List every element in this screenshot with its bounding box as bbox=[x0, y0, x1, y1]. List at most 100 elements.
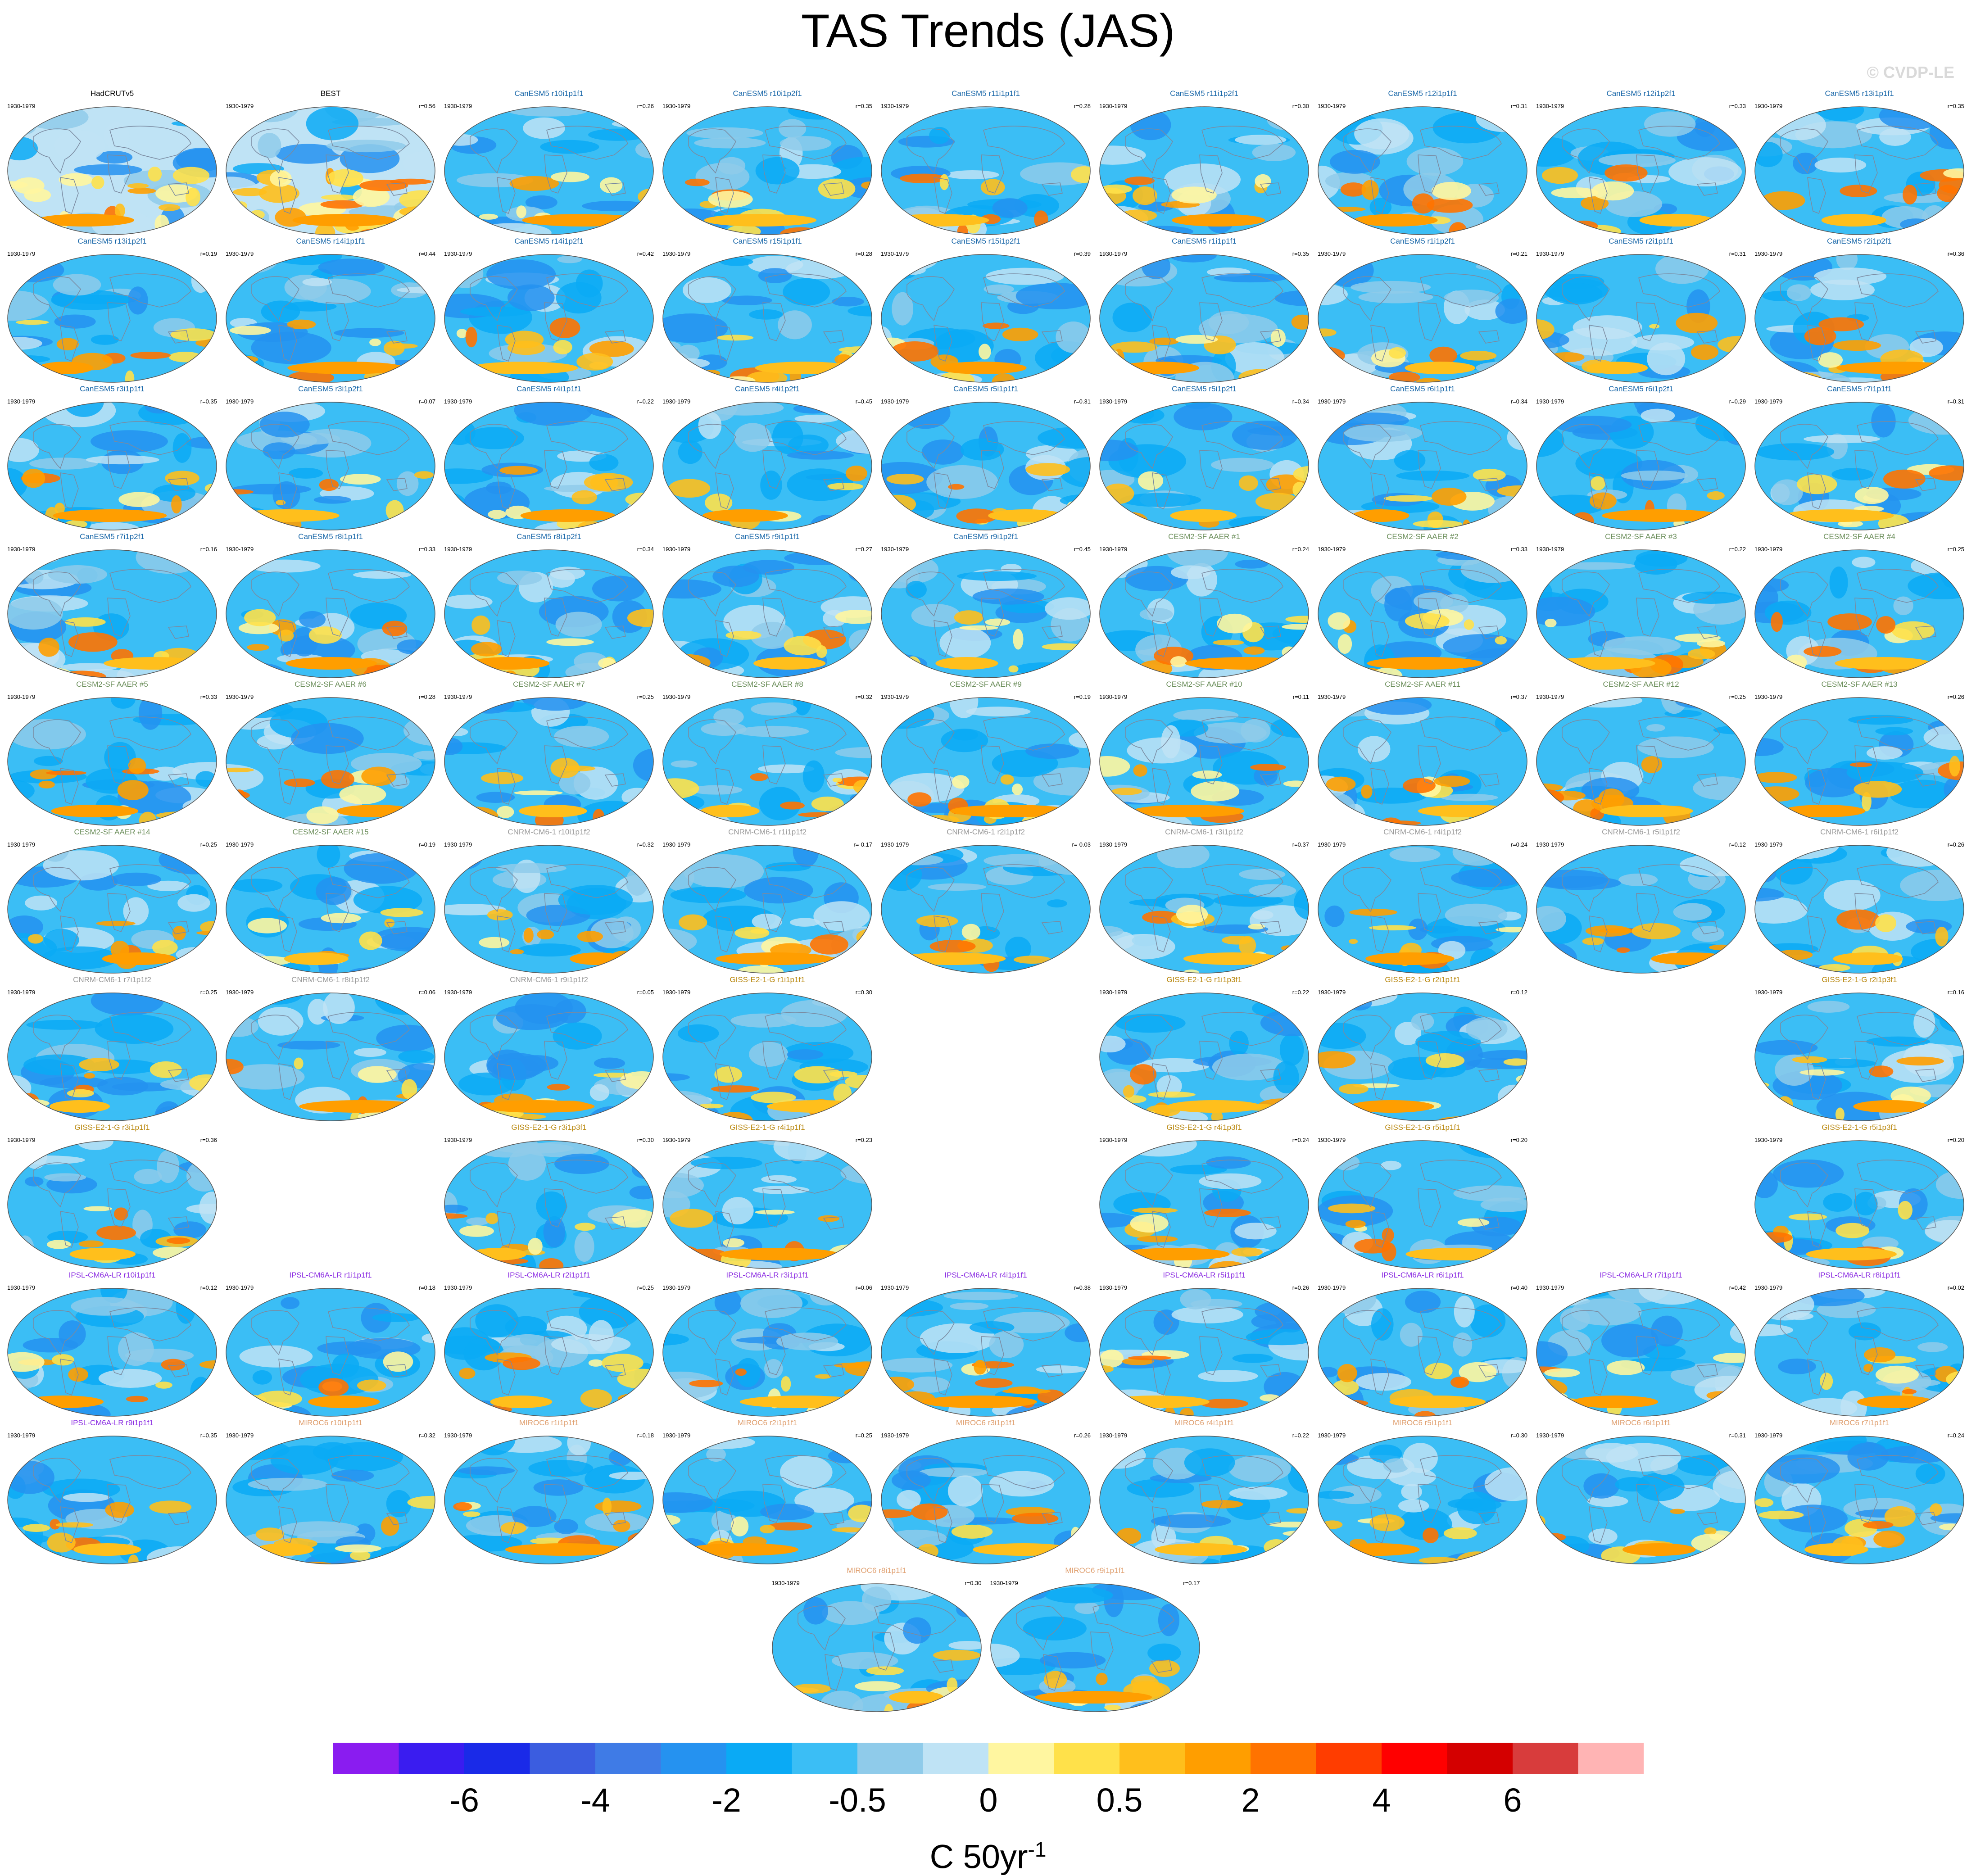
coastline bbox=[1562, 867, 1610, 912]
coastline bbox=[1420, 569, 1502, 603]
cool-trend-region bbox=[773, 1141, 830, 1161]
warm-trend-region bbox=[1012, 1513, 1059, 1524]
coastline bbox=[1636, 893, 1659, 932]
panel-title: CESM2-SF AAER #7 bbox=[513, 680, 585, 689]
panel-title: CanESM5 r4i1p1f1 bbox=[517, 385, 581, 393]
panel-period: 1930-1979 bbox=[7, 1137, 36, 1143]
cool-trend-region bbox=[1120, 493, 1201, 507]
coastline bbox=[497, 768, 516, 805]
cool-trend-region bbox=[226, 1288, 264, 1302]
cool-trend-region bbox=[1601, 1323, 1659, 1358]
robinson-map bbox=[1318, 549, 1527, 678]
robinson-map bbox=[1536, 549, 1746, 678]
panel-title: MIROC6 r4i1p1f1 bbox=[1174, 1418, 1234, 1427]
southern-ocean-warm-band bbox=[702, 509, 788, 522]
warm-trend-region bbox=[353, 187, 390, 207]
cool-trend-region bbox=[177, 894, 210, 912]
southern-ocean-warm-band bbox=[481, 1100, 595, 1113]
panel-pattern-correlation: r=0.30 bbox=[1510, 1432, 1527, 1439]
coastline bbox=[1041, 773, 1063, 787]
map-panel: MIROC6 r4i1p1f1 1930-1979 r=0.22 bbox=[1098, 1418, 1310, 1567]
map-border bbox=[444, 106, 654, 235]
southern-ocean-warm-band bbox=[1782, 805, 1866, 817]
warm-trend-region bbox=[249, 210, 265, 220]
cool-trend-region bbox=[226, 1064, 305, 1090]
coastline bbox=[762, 893, 786, 932]
warm-trend-region bbox=[236, 1404, 272, 1413]
coastline bbox=[1370, 472, 1389, 509]
map-border bbox=[7, 1288, 217, 1417]
cool-trend-region bbox=[663, 313, 728, 343]
coastline bbox=[1199, 450, 1223, 489]
cool-trend-region bbox=[111, 698, 136, 709]
cool-trend-region bbox=[892, 854, 943, 865]
cool-trend-region bbox=[13, 114, 37, 135]
coastline bbox=[983, 273, 1065, 308]
robinson-map bbox=[1318, 1436, 1527, 1564]
robinson-map bbox=[226, 549, 435, 678]
warm-trend-region bbox=[226, 219, 242, 235]
cool-trend-region bbox=[226, 795, 246, 817]
panel-title: GISS-E2-1-G r1i1p3f1 bbox=[1166, 975, 1242, 984]
warm-trend-region bbox=[194, 212, 217, 219]
warm-trend-region bbox=[1539, 375, 1554, 380]
map-panel: MIROC6 r2i1p1f1 1930-1979 r=0.25 bbox=[662, 1418, 873, 1567]
cool-trend-region bbox=[671, 760, 698, 768]
warm-trend-region bbox=[1756, 1232, 1793, 1243]
cool-trend-region bbox=[553, 1022, 602, 1050]
coastline bbox=[278, 1359, 297, 1396]
map-border bbox=[1099, 106, 1309, 235]
cool-trend-region bbox=[764, 1359, 783, 1378]
coastline bbox=[328, 273, 410, 308]
cool-trend-region bbox=[956, 1602, 975, 1618]
coastline bbox=[1638, 1455, 1720, 1489]
coastline bbox=[278, 472, 297, 509]
southern-ocean-warm-band bbox=[23, 1396, 104, 1408]
robinson-map bbox=[1754, 106, 1964, 235]
cool-trend-region bbox=[458, 1466, 515, 1475]
warm-trend-region bbox=[1928, 968, 1962, 973]
robinson-map bbox=[1318, 1140, 1527, 1269]
panel-period: 1930-1979 bbox=[1536, 250, 1564, 257]
map-panel: CanESM5 r6i1p2f1 1930-1979 r=0.29 bbox=[1535, 385, 1747, 533]
coastline bbox=[546, 126, 628, 160]
robinson-map bbox=[1099, 1288, 1309, 1417]
coastline bbox=[1420, 1160, 1502, 1194]
cool-trend-region bbox=[1100, 220, 1144, 235]
map-panel: CESM2-SF AAER #8 1930-1979 r=0.32 bbox=[662, 680, 873, 829]
map-border bbox=[1099, 549, 1309, 678]
coastline bbox=[497, 1359, 516, 1396]
panel-period: 1930-1979 bbox=[1318, 989, 1346, 996]
map-panel: CanESM5 r7i1p1f1 1930-1979 r=0.31 bbox=[1754, 385, 1965, 533]
warm-trend-region bbox=[226, 767, 254, 773]
cool-trend-region bbox=[522, 698, 589, 711]
warm-trend-region bbox=[1717, 1546, 1732, 1564]
cool-trend-region bbox=[663, 1333, 689, 1346]
figure-title: TAS Trends (JAS) bbox=[801, 5, 1175, 57]
warm-trend-region bbox=[747, 371, 788, 382]
panel-title: CESM2-SF AAER #10 bbox=[1166, 680, 1242, 689]
cool-trend-region bbox=[1944, 777, 1964, 802]
colorbar bbox=[333, 1743, 1644, 1774]
warm-trend-region bbox=[929, 940, 976, 953]
panel-title: CanESM5 r13i1p2f1 bbox=[77, 237, 147, 245]
robinson-map bbox=[444, 1436, 654, 1564]
cool-trend-region bbox=[318, 258, 385, 276]
warm-trend-region bbox=[854, 1681, 901, 1691]
cool-trend-region bbox=[1267, 109, 1309, 131]
panel-title: MIROC6 r10i1p1f1 bbox=[299, 1418, 363, 1427]
southern-ocean-warm-band bbox=[235, 509, 340, 522]
warm-trend-region bbox=[1755, 772, 1797, 783]
warm-trend-region bbox=[1804, 327, 1836, 345]
coastline bbox=[1807, 1359, 1826, 1396]
warm-trend-region bbox=[881, 1377, 915, 1392]
panel-period: 1930-1979 bbox=[444, 989, 472, 996]
warm-trend-region bbox=[154, 214, 169, 234]
cool-trend-region bbox=[1913, 1008, 1935, 1038]
cool-trend-region bbox=[1100, 1542, 1133, 1564]
southern-ocean-warm-band bbox=[1835, 657, 1932, 670]
coastline bbox=[1696, 330, 1718, 344]
map-border bbox=[1318, 697, 1527, 826]
coastline bbox=[497, 325, 516, 362]
cool-trend-region bbox=[751, 702, 797, 716]
